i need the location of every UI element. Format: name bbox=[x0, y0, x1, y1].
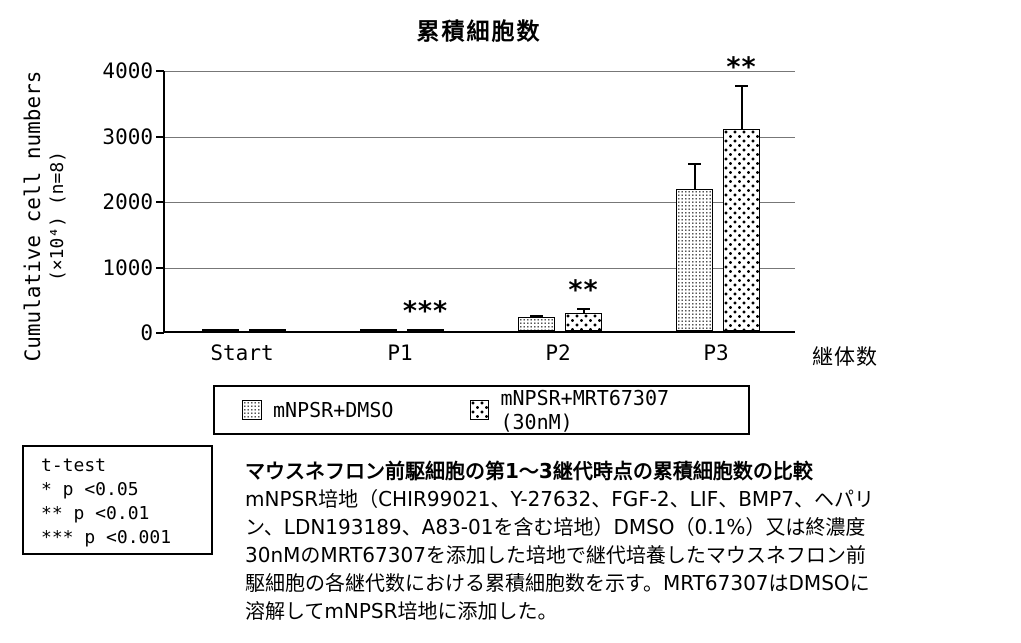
y-tick-label: 1000 bbox=[102, 255, 153, 280]
y-tick-mark bbox=[156, 201, 164, 203]
y-tick-label: 4000 bbox=[102, 59, 153, 83]
significance-marker: *** bbox=[402, 296, 449, 328]
gridline bbox=[165, 71, 795, 72]
y-axis-label: Cumulative cell numbers (×10⁴) (n=8) bbox=[20, 66, 76, 366]
legend-label-mrt67307: mNPSR+MRT67307 (30nM) bbox=[500, 386, 670, 434]
caption-line: 30nMのMRT67307を添加した培地で継代培養したマウスネフロン前 bbox=[245, 543, 866, 567]
error-bar-cap bbox=[577, 308, 590, 311]
t-test-key-box: t-test * p <0.05 ** p <0.01 *** p <0.001 bbox=[22, 445, 213, 555]
x-axis-title: 継体数 bbox=[812, 345, 878, 369]
y-tick-label: 0 bbox=[140, 321, 153, 345]
y-tick-mark bbox=[156, 70, 164, 72]
y-axis-label-line1: Cumulative cell numbers bbox=[21, 70, 45, 362]
y-tick-mark bbox=[156, 266, 164, 269]
fine-dots-swatch-icon bbox=[242, 400, 262, 420]
y-axis-label-line2: (×10⁴) (n=8) bbox=[47, 150, 68, 282]
error-bar-line bbox=[693, 162, 696, 189]
significance-marker: ** bbox=[726, 51, 757, 83]
caption-line: mNPSR培地（CHIR99021、Y-27632、FGF-2、LIF、BMP7… bbox=[245, 487, 874, 511]
bar-p1-series2 bbox=[407, 329, 444, 331]
chart-title: 累積細胞数 bbox=[416, 19, 542, 45]
bar-p3-series2 bbox=[723, 129, 760, 331]
legend-label-dmso: mNPSR+DMSO bbox=[273, 398, 394, 422]
sparse-dots-swatch-icon bbox=[469, 400, 490, 420]
bar-p1-series1 bbox=[360, 329, 397, 331]
t-test-title: t-test bbox=[41, 455, 107, 476]
error-bar-cap bbox=[735, 84, 748, 87]
caption-line: 溶解してmNPSR培地に添加した。 bbox=[245, 599, 558, 623]
legend-entry-dmso: mNPSR+DMSO bbox=[242, 398, 393, 422]
y-tick-label: 3000 bbox=[102, 124, 153, 149]
gridline bbox=[165, 136, 795, 138]
gridline bbox=[165, 267, 795, 269]
caption-title: マウスネフロン前駆細胞の第1～3継代時点の累積細胞数の比較 bbox=[245, 459, 813, 483]
p-value-2-star: ** p <0.01 bbox=[41, 503, 150, 524]
y-tick-mark bbox=[156, 332, 164, 334]
x-tick-label-p2: P2 bbox=[545, 341, 571, 365]
error-bar-line bbox=[740, 84, 743, 130]
bar-p2-series1 bbox=[518, 316, 555, 331]
figure-caption: マウスネフロン前駆細胞の第1～3継代時点の累積細胞数の比較 mNPSR培地（CH… bbox=[245, 457, 1020, 625]
x-tick-label-p1: P1 bbox=[387, 341, 413, 365]
y-tick-mark bbox=[156, 135, 164, 138]
error-bar-line bbox=[582, 308, 585, 313]
bar-p3-series1 bbox=[676, 188, 713, 331]
p-value-3-star: *** p <0.001 bbox=[41, 527, 172, 548]
x-tick-label-start: Start bbox=[210, 341, 274, 365]
caption-line: ン、LDN193189、A83-01を含む培地）DMSO（0.1%）又は終濃度 bbox=[245, 515, 866, 539]
bar-start-series1 bbox=[202, 329, 239, 331]
legend-entry-mrt67307: mNPSR+MRT67307 (30nM) bbox=[469, 386, 748, 434]
error-bar-cap bbox=[530, 314, 543, 317]
y-tick-label: 2000 bbox=[102, 190, 153, 214]
x-tick-label-p3: P3 bbox=[703, 341, 729, 365]
legend: mNPSR+DMSO mNPSR+MRT67307 (30nM) bbox=[213, 385, 750, 435]
bar-p2-series2 bbox=[565, 312, 602, 331]
gridline bbox=[165, 202, 795, 203]
p-value-1-star: * p <0.05 bbox=[41, 479, 139, 500]
bar-start-series2 bbox=[249, 329, 286, 331]
caption-line: 駆細胞の各継代数における累積細胞数を示す。MRT67307はDMSOに bbox=[245, 571, 870, 595]
error-bar-cap bbox=[688, 162, 701, 165]
plot-area: *** ** ** bbox=[156, 54, 795, 334]
significance-marker: ** bbox=[568, 275, 599, 307]
